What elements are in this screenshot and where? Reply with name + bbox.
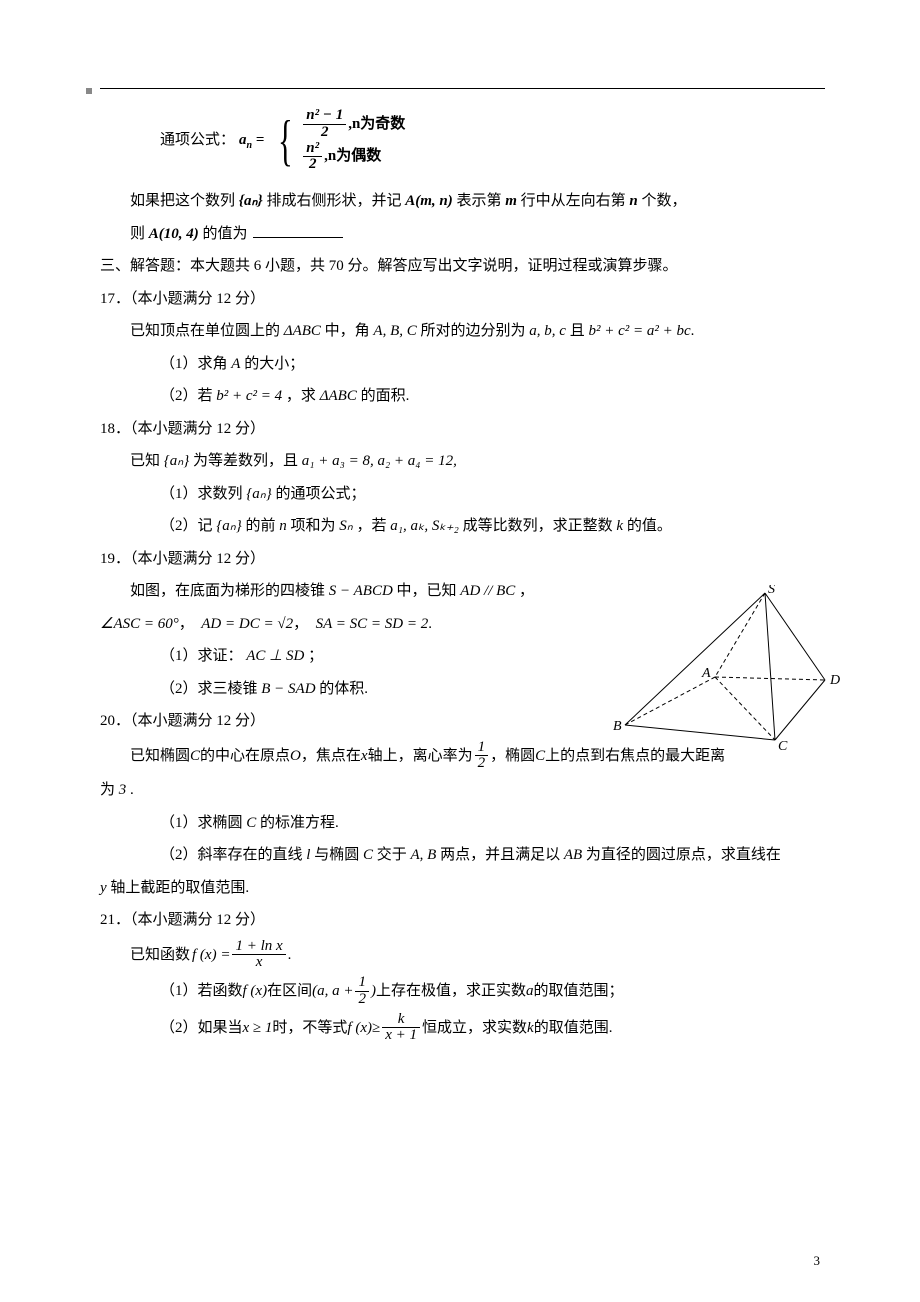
corner-ornament-icon <box>86 76 92 82</box>
page: 通项公式： an = { n² − 12 , n为奇数 n²2 , n为偶数 <box>0 0 920 1302</box>
q18-line1: 已知 {aₙ} 为等差数列，且 a₁ + a₃ = 8, a₂ + a₄ = 1… <box>100 447 825 476</box>
q21-p2: （2）如果当 x ≥ 1 时，不等式 f (x) ≥ kx + 1 恒成立，求实… <box>100 1012 825 1045</box>
q21-head: 21．（本小题满分 12 分） <box>100 906 825 935</box>
q20-p1: （1）求椭圆 C 的标准方程. <box>100 809 825 838</box>
label-B: B <box>613 719 622 734</box>
label-D: D <box>829 673 840 688</box>
section-3-heading: 三、解答题：本大题共 6 小题，共 70 分。解答应写出文字说明，证明过程或演算… <box>100 252 825 281</box>
seq-note-line1: 如果把这个数列 {aₙ} 排成右侧形状，并记 A(m, n) 表示第 m 行中从… <box>100 187 825 216</box>
content: 通项公式： an = { n² − 12 , n为奇数 n²2 , n为偶数 <box>100 80 825 1044</box>
q18-p1: （1）求数列 {aₙ} 的通项公式； <box>100 480 825 509</box>
pyramid-diagram: S A B C D <box>610 585 840 750</box>
piecewise-prefix: 通项公式： <box>160 126 235 155</box>
q21-p1: （1）若函数 f (x) 在区间 (a, a + 12 ) 上存在极值，求正实数… <box>100 975 825 1008</box>
label-S: S <box>768 585 775 597</box>
q18-p2: （2）记 {aₙ} 的前 n 项和为 Sₙ ，若 a₁, aₖ, Sₖ₊₂ 成等… <box>100 512 825 541</box>
label-C: C <box>778 739 788 750</box>
brace-icon: { n² − 12 , n为奇数 n²2 , n为偶数 <box>268 108 405 173</box>
q20-p2: （2）斜率存在的直线 l 与椭圆 C 交于 A, B 两点，并且满足以 AB 为… <box>100 841 825 870</box>
fill-blank <box>253 237 343 238</box>
q19-head: 19．（本小题满分 12 分） <box>100 545 825 574</box>
q18-head: 18．（本小题满分 12 分） <box>100 415 825 444</box>
q20-line3: y 轴上截距的取值范围. <box>100 874 825 903</box>
q17-head: 17．（本小题满分 12 分） <box>100 285 825 314</box>
q17-p1: （1）求角 A 的大小； <box>100 350 825 379</box>
q20-line2: 为 3 . <box>100 776 825 805</box>
q17-line1: 已知顶点在单位圆上的 ΔABC 中，角 A, B, C 所对的边分别为 a, b… <box>100 317 825 346</box>
header-rule <box>100 88 825 89</box>
piecewise-lhs: an = <box>239 126 264 155</box>
piecewise-formula: 通项公式： an = { n² − 12 , n为奇数 n²2 , n为偶数 <box>100 108 825 173</box>
seq-note-line2: 则 A(10, 4) 的值为 <box>100 220 825 249</box>
q21-line1: 已知函数 f (x) = 1 + ln xx . <box>100 939 825 972</box>
q17-p2: （2）若 b² + c² = 4 ，求 ΔABC 的面积. <box>100 382 825 411</box>
label-A: A <box>701 666 711 681</box>
page-number: 3 <box>814 1249 821 1274</box>
